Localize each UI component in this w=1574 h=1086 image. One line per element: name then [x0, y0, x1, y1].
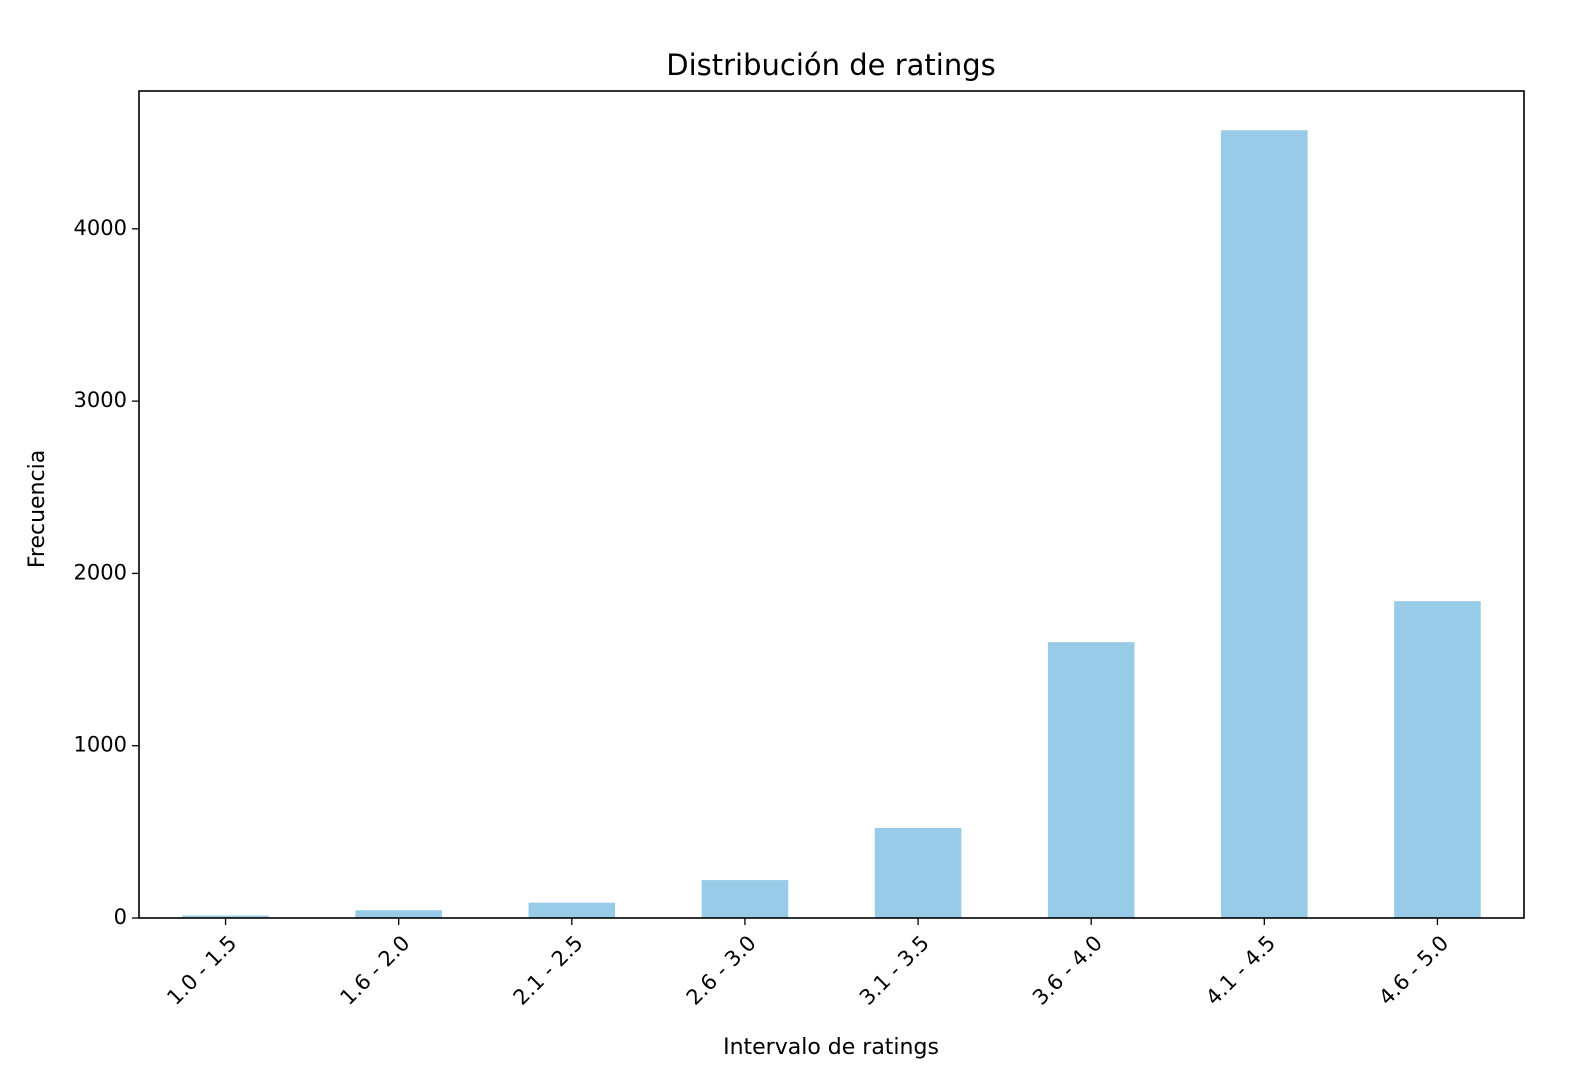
y-tick-label: 0 — [114, 905, 127, 929]
y-tick-label: 4000 — [74, 216, 127, 240]
bar-7 — [1221, 130, 1308, 918]
x-tick-label: 2.1 - 2.5 — [509, 931, 588, 1010]
chart-title: Distribución de ratings — [666, 48, 995, 82]
x-tick-label: 1.0 - 1.5 — [162, 931, 241, 1010]
y-tick-label: 1000 — [74, 733, 127, 757]
plot-frame — [138, 90, 1525, 919]
x-axis-label: Intervalo de ratings — [723, 1035, 939, 1060]
bars — [182, 130, 1481, 918]
x-tick-label: 1.6 - 2.0 — [335, 931, 414, 1010]
x-axis: 1.0 - 1.5 1.6 - 2.0 2.1 - 2.5 2.6 - 3.0 3.1 … — [162, 918, 1453, 1010]
x-tick-label: 2.6 - 3.0 — [682, 931, 761, 1010]
bar-8 — [1394, 601, 1481, 918]
x-tick-label: 4.1 - 4.5 — [1201, 931, 1280, 1010]
bar-4 — [701, 880, 789, 918]
x-tick-label: 3.6 - 4.0 — [1028, 931, 1107, 1010]
bar-3 — [528, 902, 616, 918]
bar-2 — [355, 910, 442, 918]
bar-6 — [1047, 642, 1135, 918]
y-tick-label: 3000 — [74, 388, 127, 412]
y-axis-label: Frecuencia — [25, 450, 50, 568]
y-tick-label: 2000 — [74, 560, 127, 584]
bar-5 — [874, 827, 962, 918]
y-axis: 0 1000 2000 3000 4000 — [74, 216, 139, 929]
x-tick-label: 4.6 - 5.0 — [1374, 931, 1453, 1010]
x-tick-label: 3.1 - 3.5 — [855, 931, 934, 1010]
bar-1 — [182, 915, 269, 918]
